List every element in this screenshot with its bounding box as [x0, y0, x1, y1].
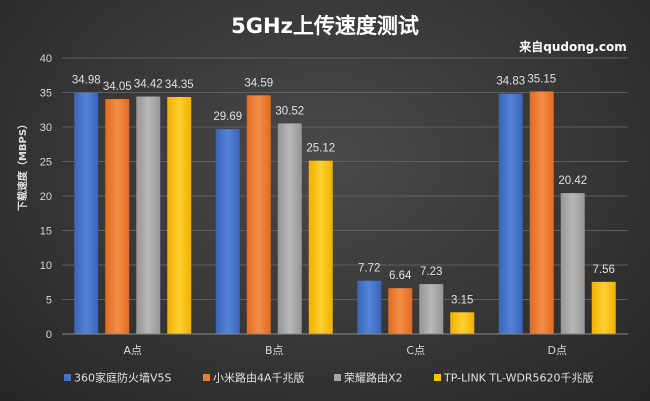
data-label: 7.72 [358, 263, 380, 275]
bar [277, 123, 302, 334]
data-label: 34.59 [244, 77, 273, 89]
legend-label: 荣耀路由X2 [344, 371, 403, 385]
data-label: 6.64 [389, 270, 412, 282]
bar [357, 280, 382, 334]
bar [136, 96, 161, 334]
bar [388, 288, 413, 334]
x-category-label: D点 [548, 344, 567, 357]
bar [246, 95, 271, 334]
data-label: 3.15 [451, 294, 473, 306]
legend-label: 360家庭防火墙V5S [74, 371, 172, 385]
data-label: 34.42 [134, 79, 163, 91]
data-label: 34.98 [72, 75, 101, 87]
y-axis-label: 下载速度（MBPS） [16, 119, 29, 211]
bar [419, 284, 444, 334]
axis-layer: 0 5 10 15 20 25 30 35 40 A点 B点 C点 D点 [40, 53, 628, 357]
y-tick-label: 35 [40, 88, 52, 100]
bar [105, 99, 130, 335]
y-tick-label: 5 [46, 295, 52, 307]
legend-swatch [334, 374, 341, 381]
data-label: 34.05 [103, 81, 132, 93]
legend-swatch [64, 374, 71, 381]
legend-label: 小米路由4A千兆版 [213, 371, 305, 385]
data-label: 34.35 [165, 79, 194, 91]
bar [74, 92, 99, 334]
data-label: 35.15 [527, 73, 556, 85]
y-tick-label: 25 [40, 157, 52, 169]
x-category-label: A点 [123, 344, 142, 357]
bar [167, 96, 192, 334]
data-label: 30.52 [275, 105, 304, 117]
y-tick-label: 40 [40, 53, 52, 65]
data-label: 7.56 [593, 264, 615, 276]
legend-swatch [203, 374, 210, 381]
bar [498, 93, 523, 334]
bar [308, 160, 333, 334]
data-label: 7.23 [420, 266, 442, 278]
data-label: 34.83 [496, 76, 525, 88]
bar [450, 312, 475, 334]
source-note: 来自qudong.com [518, 39, 627, 54]
bar [560, 193, 585, 334]
y-tick-label: 0 [46, 329, 52, 341]
bars-layer [74, 91, 616, 335]
y-tick-label: 15 [40, 226, 52, 238]
data-label: 25.12 [306, 143, 335, 155]
y-tick-label: 30 [40, 122, 52, 134]
bar [591, 281, 616, 334]
y-tick-label: 10 [40, 260, 52, 272]
legend: 360家庭防火墙V5S 小米路由4A千兆版 荣耀路由X2 TP-LINK TL-WDR… [64, 371, 594, 385]
x-category-label: C点 [406, 344, 425, 357]
legend-swatch [434, 374, 441, 381]
legend-label: TP-LINK TL-WDR5620千兆版 [443, 371, 594, 385]
bar [215, 129, 240, 334]
y-tick-label: 20 [40, 191, 52, 203]
bar [529, 91, 554, 334]
x-category-label: B点 [265, 344, 284, 357]
data-label: 20.42 [558, 175, 587, 187]
chart-title: 5GHz上传速度测试 [231, 14, 419, 38]
data-label: 29.69 [213, 111, 242, 123]
